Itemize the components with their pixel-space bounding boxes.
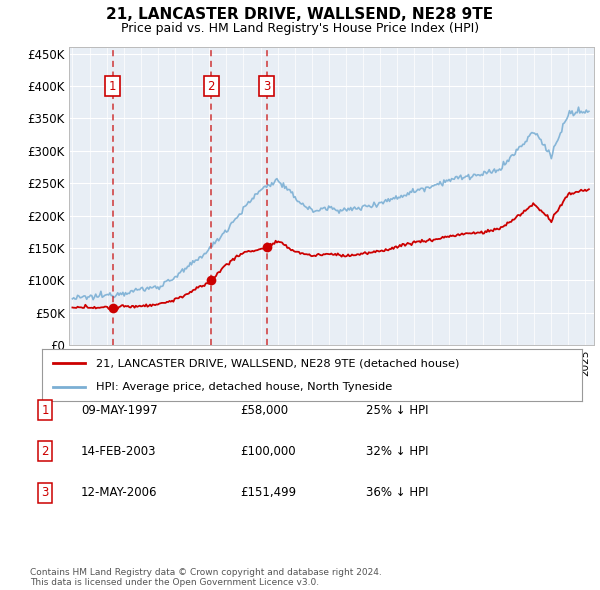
Text: 32% ↓ HPI: 32% ↓ HPI (366, 445, 428, 458)
Text: HPI: Average price, detached house, North Tyneside: HPI: Average price, detached house, Nort… (96, 382, 392, 392)
Text: Price paid vs. HM Land Registry's House Price Index (HPI): Price paid vs. HM Land Registry's House … (121, 22, 479, 35)
Text: £151,499: £151,499 (240, 486, 296, 499)
Text: 3: 3 (263, 80, 271, 93)
Text: £58,000: £58,000 (240, 404, 288, 417)
Text: 12-MAY-2006: 12-MAY-2006 (81, 486, 157, 499)
Text: 1: 1 (109, 80, 116, 93)
Text: 09-MAY-1997: 09-MAY-1997 (81, 404, 158, 417)
Text: 3: 3 (41, 486, 49, 499)
Text: 2: 2 (41, 445, 49, 458)
Text: 2: 2 (208, 80, 215, 93)
Text: 25% ↓ HPI: 25% ↓ HPI (366, 404, 428, 417)
Text: 21, LANCASTER DRIVE, WALLSEND, NE28 9TE: 21, LANCASTER DRIVE, WALLSEND, NE28 9TE (106, 7, 494, 22)
Text: Contains HM Land Registry data © Crown copyright and database right 2024.
This d: Contains HM Land Registry data © Crown c… (30, 568, 382, 587)
Text: 14-FEB-2003: 14-FEB-2003 (81, 445, 157, 458)
Text: 1: 1 (41, 404, 49, 417)
Text: 21, LANCASTER DRIVE, WALLSEND, NE28 9TE (detached house): 21, LANCASTER DRIVE, WALLSEND, NE28 9TE … (96, 358, 460, 368)
Text: £100,000: £100,000 (240, 445, 296, 458)
Text: 36% ↓ HPI: 36% ↓ HPI (366, 486, 428, 499)
